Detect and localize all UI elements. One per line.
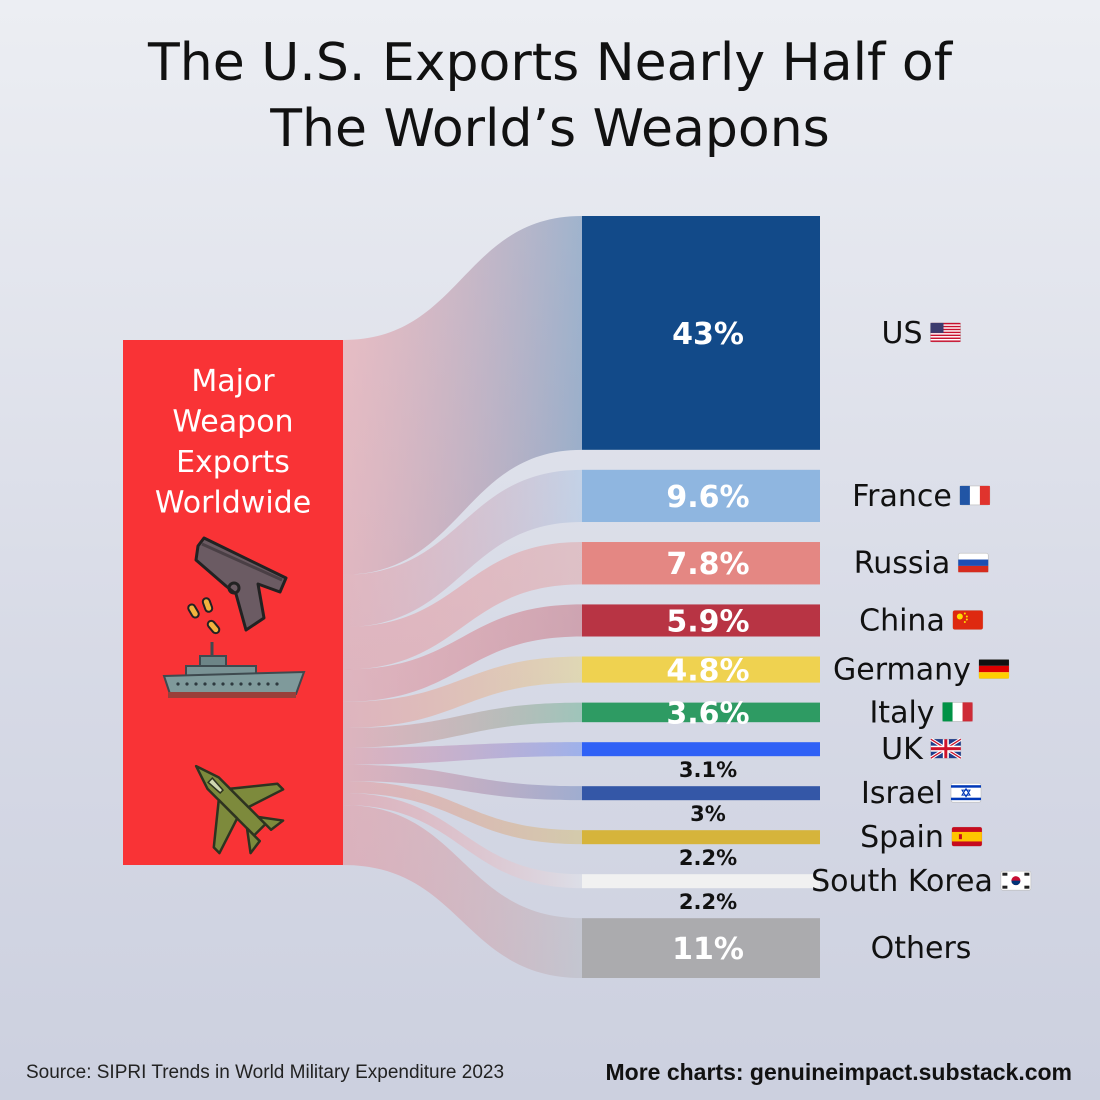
data-label-us: 43% xyxy=(672,317,744,352)
israel-flag-icon xyxy=(950,782,982,803)
link-us xyxy=(343,216,582,575)
us-flag-icon xyxy=(930,322,961,343)
bar-others xyxy=(582,918,820,978)
more-charts-link[interactable]: More charts: genuineimpact.substack.com xyxy=(605,1059,1072,1085)
uk-flag-icon xyxy=(929,737,962,760)
link-south-korea xyxy=(343,792,582,889)
link-spain xyxy=(343,780,582,845)
source-node-label-line: Exports xyxy=(176,445,290,480)
source-node-label-line: Major xyxy=(191,364,275,399)
chart-title-line-2: The World’s Weapons xyxy=(270,99,830,159)
country-label-italy: Italy xyxy=(869,695,934,730)
chart-title: The U.S. Exports Nearly Half of The Worl… xyxy=(0,30,1100,162)
bar-germany xyxy=(582,656,820,683)
data-label-france: 9.6% xyxy=(666,480,749,515)
data-label-italy: 3.6% xyxy=(666,696,749,731)
source-note: Source: SIPRI Trends in World Military E… xyxy=(26,1062,505,1083)
source-node: Major Weapon Exports Worldwide xyxy=(123,340,343,865)
bar-russia xyxy=(582,542,820,585)
data-label-uk: 3.1% xyxy=(679,758,737,782)
france-flag-icon xyxy=(959,485,991,506)
data-label-russia: 7.8% xyxy=(666,547,749,582)
link-israel xyxy=(343,764,582,801)
data-label-others: 11% xyxy=(672,932,744,967)
country-label-israel: Israel xyxy=(861,776,943,811)
data-label-israel: 3% xyxy=(690,802,726,826)
country-label-spain: Spain xyxy=(860,820,944,855)
link-russia xyxy=(343,542,582,670)
bar-israel xyxy=(582,786,820,801)
country-label-uk: UK xyxy=(881,732,924,767)
data-label-germany: 4.8% xyxy=(666,654,749,689)
country-label-south-korea: South Korea xyxy=(811,864,993,899)
bar-south-korea xyxy=(582,874,820,889)
link-germany xyxy=(343,656,582,729)
germany-flag-icon xyxy=(978,659,1010,679)
italy-flag-icon xyxy=(942,702,973,722)
sankey-links xyxy=(343,216,582,978)
south-korea-flag-icon xyxy=(1000,870,1032,891)
bar-us xyxy=(582,216,820,450)
china-flag-icon xyxy=(952,610,984,630)
source-node-label-line: Worldwide xyxy=(155,486,311,521)
bar-uk xyxy=(582,742,820,757)
country-label-china: China xyxy=(859,603,945,638)
link-france xyxy=(343,469,582,628)
spain-flag-icon xyxy=(951,826,983,847)
link-china xyxy=(343,604,582,702)
data-label-china: 5.9% xyxy=(666,604,749,639)
country-label-russia: Russia xyxy=(854,546,951,581)
fighter-jet-icon xyxy=(194,764,285,855)
warship-icon xyxy=(162,642,306,698)
chart-title-line-1: The U.S. Exports Nearly Half of xyxy=(148,33,952,93)
link-italy xyxy=(343,702,582,748)
country-label-germany: Germany xyxy=(833,653,971,688)
link-others xyxy=(343,804,582,978)
country-label-us: US xyxy=(881,316,922,351)
target-nodes: 43% US 9.6% France 7.8% Russia 5.9% China 4.8% Ge… xyxy=(582,216,1032,978)
country-label-others: Others xyxy=(871,931,972,966)
country-label-france: France xyxy=(852,479,952,514)
bar-spain xyxy=(582,830,820,845)
bar-china xyxy=(582,604,820,637)
data-label-south-korea: 2.2% xyxy=(679,890,737,914)
source-node-bar xyxy=(123,340,343,865)
bar-france xyxy=(582,469,820,523)
pistol-icon xyxy=(187,536,288,635)
bar-italy xyxy=(582,702,820,723)
link-uk xyxy=(343,742,582,765)
source-node-label-line: Weapon xyxy=(172,405,293,440)
russia-flag-icon xyxy=(957,552,989,573)
data-label-spain: 2.2% xyxy=(679,846,737,870)
